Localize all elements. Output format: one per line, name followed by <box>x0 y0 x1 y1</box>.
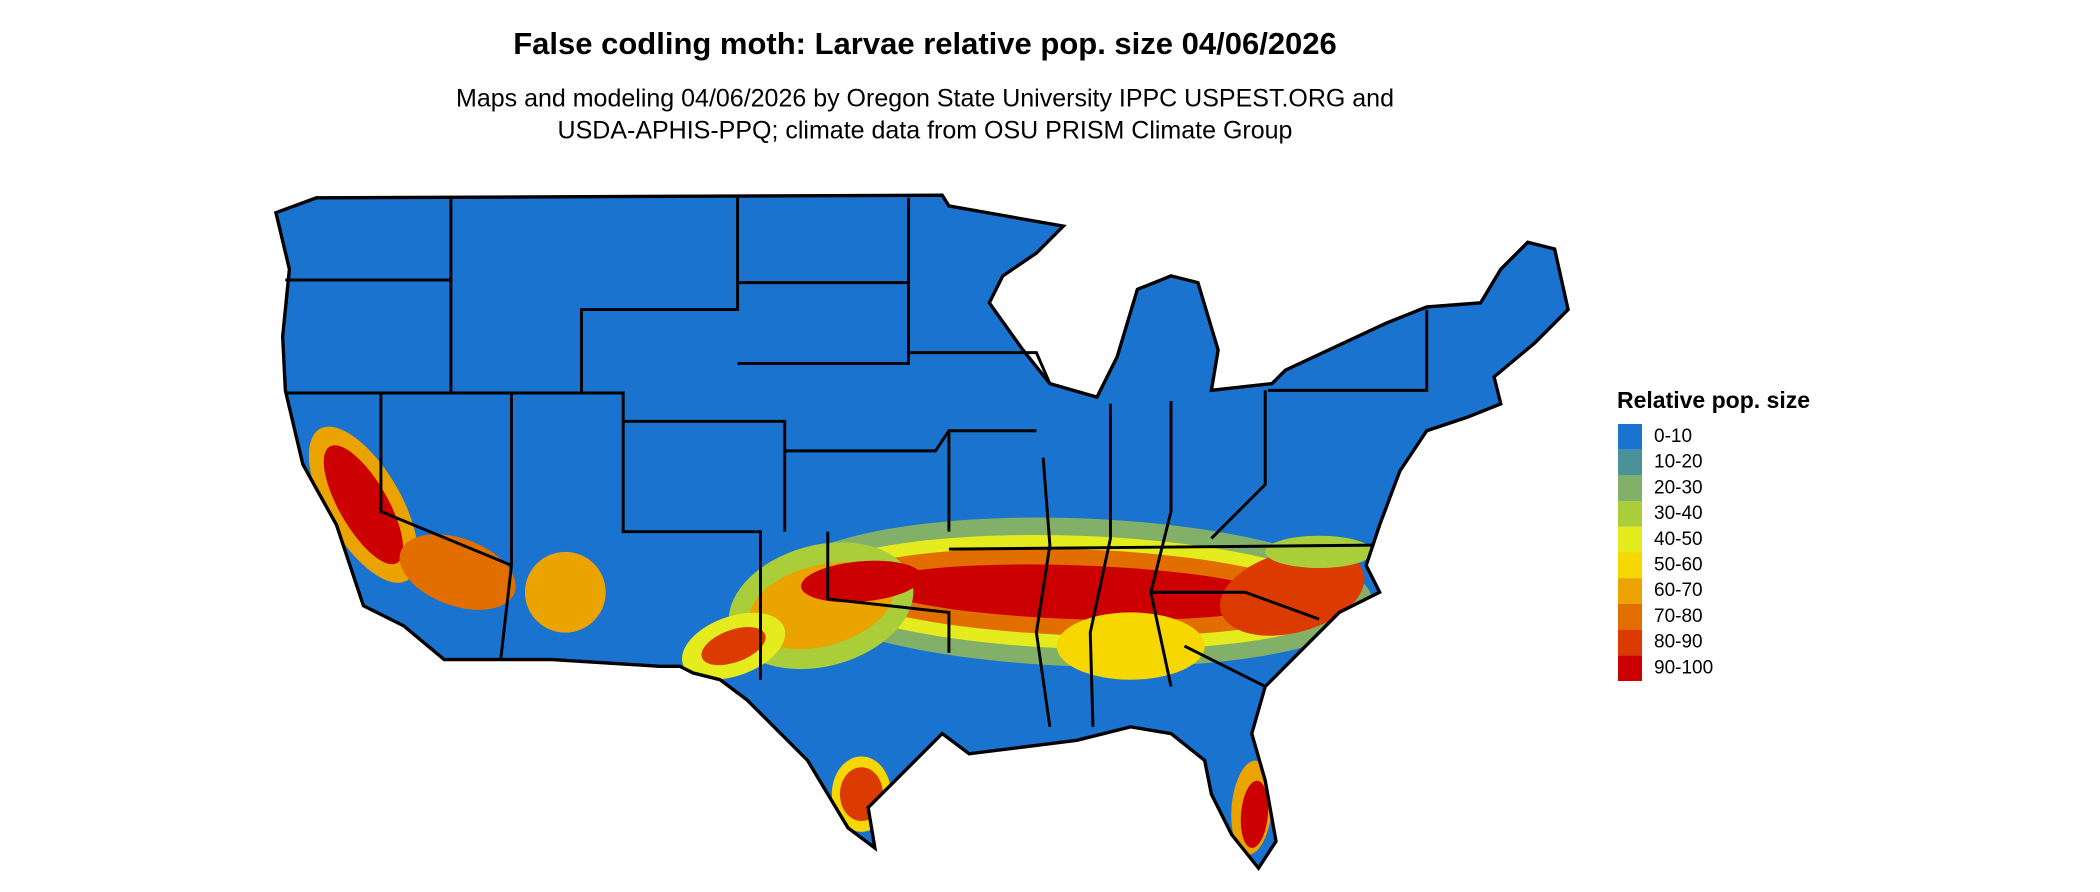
map-subtitle: Maps and modeling 04/06/2026 by Oregon S… <box>456 85 1394 113</box>
hotspots <box>308 426 1373 855</box>
legend-swatch <box>1618 501 1642 527</box>
legend-label: 50-60 <box>1654 555 1703 576</box>
legend-swatch <box>1618 526 1642 553</box>
hotspot <box>1265 535 1373 569</box>
legend-label: 60-70 <box>1654 580 1703 601</box>
legend-swatch <box>1618 475 1642 502</box>
legend-label: 20-30 <box>1654 477 1703 498</box>
legend-label: 80-90 <box>1654 632 1703 653</box>
hotspot <box>1219 548 1365 636</box>
hotspot <box>1056 612 1205 680</box>
legend-label: 90-100 <box>1654 657 1713 678</box>
legend-swatch <box>1618 424 1642 450</box>
hotspot <box>875 564 1279 621</box>
state-borders <box>285 197 1429 728</box>
legend-swatch <box>1618 449 1642 476</box>
legend-swatch <box>1618 629 1642 656</box>
map-subtitle: USDA-APHIS-PPQ; climate data from OSU PR… <box>558 117 1293 145</box>
hotspot <box>323 445 404 565</box>
legend-title: Relative pop. size <box>1617 387 1810 413</box>
hotspot <box>1240 780 1269 848</box>
legend-label: 0-10 <box>1654 426 1692 447</box>
legend-swatch <box>1618 603 1642 630</box>
legend-label: 10-20 <box>1654 452 1703 473</box>
legend-label: 40-50 <box>1654 529 1703 550</box>
hotspot <box>701 627 766 666</box>
legend: 0-10 10-20 20-30 30-40 40-50 50-60 60-70 70-80 8… <box>1618 424 1713 681</box>
hotspot <box>524 551 606 633</box>
us-map <box>274 193 1570 870</box>
legend-swatch <box>1618 578 1642 604</box>
hotspot <box>801 560 922 603</box>
legend-swatch <box>1618 655 1642 681</box>
hotspot <box>399 534 516 610</box>
legend-swatch <box>1618 552 1642 579</box>
legend-label: 30-40 <box>1654 503 1703 524</box>
map-title: False codling moth: Larvae relative pop.… <box>513 26 1337 61</box>
legend-label: 70-80 <box>1654 606 1703 627</box>
